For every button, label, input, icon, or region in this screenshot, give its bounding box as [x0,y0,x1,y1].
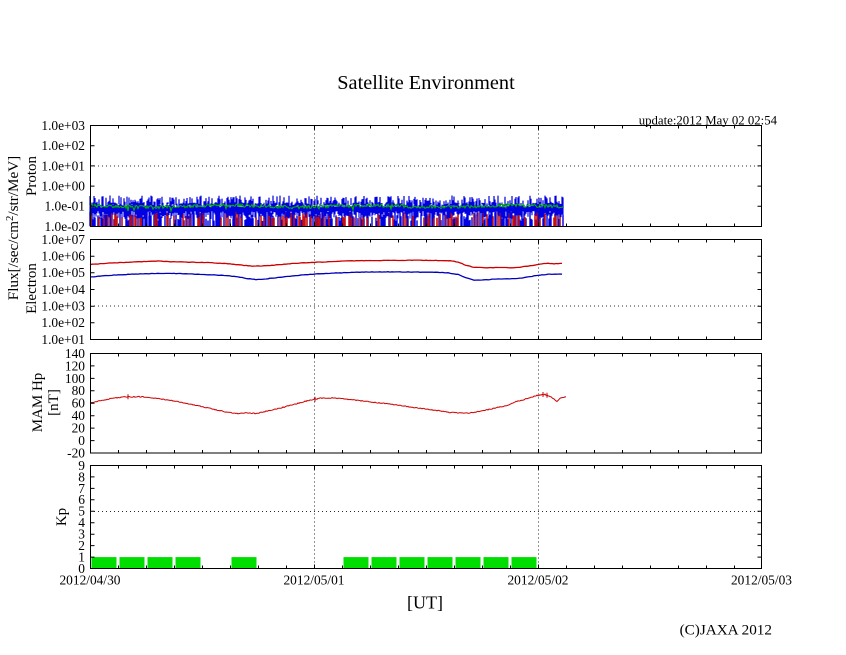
svg-text:1.0e+02: 1.0e+02 [41,315,85,330]
svg-text:1.0e+02: 1.0e+02 [41,138,85,153]
svg-text:1.0e-01: 1.0e-01 [44,199,85,214]
svg-text:1.0e+05: 1.0e+05 [41,265,85,280]
svg-text:9: 9 [78,458,85,473]
svg-text:1: 1 [78,550,85,565]
svg-text:Proton: Proton [24,156,40,197]
svg-text:40: 40 [72,408,86,423]
svg-text:120: 120 [65,358,85,373]
svg-text:1.0e+04: 1.0e+04 [41,282,85,297]
svg-text:8: 8 [78,469,85,484]
svg-text:0: 0 [78,561,85,576]
svg-text:Satellite Environment: Satellite Environment [337,72,515,94]
svg-text:(C)JAXA 2012: (C)JAXA 2012 [680,622,772,639]
svg-text:update:2012 May 02 02:54: update:2012 May 02 02:54 [639,114,778,128]
svg-text:1.0e+00: 1.0e+00 [41,179,85,194]
svg-text:2012/05/01: 2012/05/01 [283,572,344,587]
svg-text:Kp: Kp [54,508,70,526]
svg-text:5: 5 [78,504,85,519]
svg-text:1.0e+03: 1.0e+03 [41,118,85,133]
svg-text:1.0e+01: 1.0e+01 [41,332,85,347]
svg-text:2012/05/02: 2012/05/02 [507,572,568,587]
svg-text:7: 7 [78,481,85,496]
svg-text:4: 4 [78,515,85,530]
svg-text:[UT]: [UT] [407,593,443,613]
svg-text:1.0e+03: 1.0e+03 [41,299,85,314]
svg-text:Electron: Electron [24,263,40,314]
svg-text:1.0e+06: 1.0e+06 [41,249,85,264]
svg-text:6: 6 [78,492,85,507]
svg-text:-20: -20 [67,445,85,460]
svg-text:1.0e+07: 1.0e+07 [41,232,85,247]
svg-text:2012/04/30: 2012/04/30 [59,572,120,587]
svg-text:60: 60 [72,396,86,411]
svg-text:[nT]: [nT] [46,389,62,416]
svg-text:1.0e+01: 1.0e+01 [41,158,85,173]
svg-text:2: 2 [78,538,85,553]
svg-text:140: 140 [65,346,85,361]
svg-text:100: 100 [65,371,85,386]
svg-text:3: 3 [78,527,85,542]
svg-text:80: 80 [72,383,86,398]
svg-text:20: 20 [72,421,86,436]
svg-text:1.0e-02: 1.0e-02 [44,219,85,234]
svg-text:Flux[/sec/cm2/str/MeV]: Flux[/sec/cm2/str/MeV] [5,156,22,301]
svg-text:2012/05/03: 2012/05/03 [731,572,792,587]
svg-text:MAM Hp: MAM Hp [30,373,46,433]
svg-text:0: 0 [78,433,85,448]
